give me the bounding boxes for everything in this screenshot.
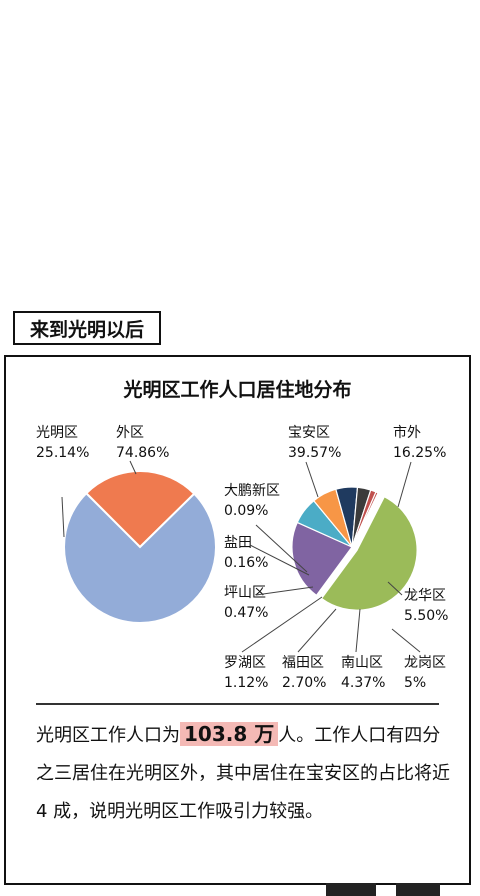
- slice-label: 龙华区: [404, 588, 446, 604]
- pie-slice: [351, 492, 381, 548]
- leader-line: [397, 461, 412, 508]
- slice-label: 外区: [116, 425, 144, 441]
- slice-label: 大鹏新区: [224, 483, 280, 499]
- slice-value-label: 74.86%: [116, 445, 169, 461]
- slice-label: 龙岗区: [404, 655, 446, 671]
- chart-title: 光明区工作人口居住地分布: [123, 379, 352, 401]
- slice-label: 罗湖区: [224, 655, 266, 671]
- slice-value-label: 25.14%: [36, 445, 89, 461]
- slice-value-label: 5.50%: [404, 608, 448, 624]
- slice-label: 宝安区: [288, 425, 330, 441]
- slice-value-label: 4.37%: [341, 675, 385, 691]
- leader-line: [129, 460, 137, 475]
- slice-label: 市外: [393, 424, 421, 441]
- leader-line: [241, 596, 323, 653]
- bottom-fragment: [396, 883, 440, 896]
- leader-line: [249, 544, 310, 576]
- leader-line: [255, 524, 308, 573]
- divider: [36, 703, 439, 705]
- bottom-fragment: [326, 883, 376, 896]
- highlight-value: 103.8 万: [180, 722, 279, 746]
- slice-value-label: 0.16%: [224, 555, 268, 571]
- leader-line: [391, 628, 421, 653]
- leader-line: [387, 581, 403, 596]
- description-part2: 人。工作人口有四分之三居住在光明区外，其中居住在宝安区的占比将近 4 成，说明光…: [36, 725, 450, 822]
- pie-slice: [63, 491, 217, 624]
- slice-value-label: 16.25%: [393, 445, 446, 461]
- slice-value-label: 2.70%: [282, 675, 326, 691]
- slice-label: 盐田: [224, 535, 252, 551]
- description-part1: 光明区工作人口为: [36, 725, 180, 746]
- slice-value-label: 39.57%: [288, 445, 341, 461]
- slice-value-label: 1.12%: [224, 675, 268, 691]
- slice-label: 光明区: [36, 425, 78, 441]
- leader-line: [297, 608, 337, 653]
- pie-slice: [320, 495, 418, 611]
- leader-line: [255, 586, 314, 596]
- leader-line: [355, 608, 361, 653]
- slice-value-label: 0.09%: [224, 503, 268, 519]
- description-text: 光明区工作人口为 103.8 万人。工作人口有四分之三居住在光明区外，其中居住在宝…: [36, 715, 451, 831]
- leader-line: [305, 461, 319, 498]
- pie-slice: [84, 470, 196, 549]
- slice-label: 坪山区: [224, 585, 266, 601]
- leader-line: [61, 496, 65, 538]
- section-tag: 来到光明以后: [13, 311, 161, 345]
- slice-label: 南山区: [341, 655, 383, 671]
- chart-card: 光明区工作人口居住地分布 光明区 25.14% 外区 74.86% 宝安区 39.57% 市…: [4, 355, 471, 885]
- slice-value-label: 0.47%: [224, 605, 268, 621]
- pie-charts: 光明区 25.14% 外区 74.86% 宝安区 39.57% 市外 16.25% 龙华区 5.5…: [36, 424, 448, 691]
- slice-label: 福田区: [282, 655, 324, 671]
- slice-value-label: 5%: [404, 675, 426, 691]
